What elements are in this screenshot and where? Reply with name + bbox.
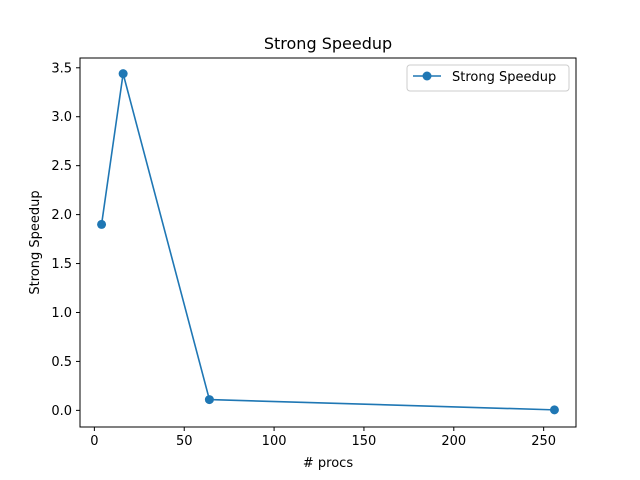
y-tick-label: 1.0 <box>51 306 72 321</box>
x-axis: 0 50 100 150 200 250 <box>90 427 556 449</box>
y-tick-label: 1.5 <box>51 257 72 272</box>
data-point <box>204 395 214 405</box>
series-layer <box>97 69 559 415</box>
y-tick-label: 3.0 <box>51 110 72 125</box>
legend-marker <box>422 71 432 81</box>
data-point <box>97 219 107 229</box>
y-axis: 0.0 0.5 1.0 1.5 2.0 2.5 3.0 3.5 <box>51 61 80 419</box>
y-tick-label: 3.5 <box>51 61 72 76</box>
x-tick-label: 250 <box>531 434 556 449</box>
y-tick-label: 0.0 <box>51 404 72 419</box>
legend-label: Strong Speedup <box>452 70 556 85</box>
x-tick-label: 100 <box>262 434 287 449</box>
x-tick-label: 150 <box>352 434 377 449</box>
x-tick-label: 200 <box>441 434 466 449</box>
x-axis-label: # procs <box>303 456 353 471</box>
chart-title: Strong Speedup <box>264 34 392 53</box>
plot-area <box>79 57 577 428</box>
y-axis-label: Strong Speedup <box>28 190 43 294</box>
legend-box <box>406 64 570 92</box>
x-tick-label: 50 <box>176 434 193 449</box>
y-tick-label: 2.5 <box>51 159 72 174</box>
y-tick-label: 2.0 <box>51 208 72 223</box>
data-point <box>118 69 128 79</box>
x-tick-label: 0 <box>90 434 98 449</box>
legend: Strong Speedup <box>406 64 570 92</box>
series-line <box>100 72 555 411</box>
y-tick-label: 0.5 <box>51 355 72 370</box>
data-point <box>549 405 559 415</box>
